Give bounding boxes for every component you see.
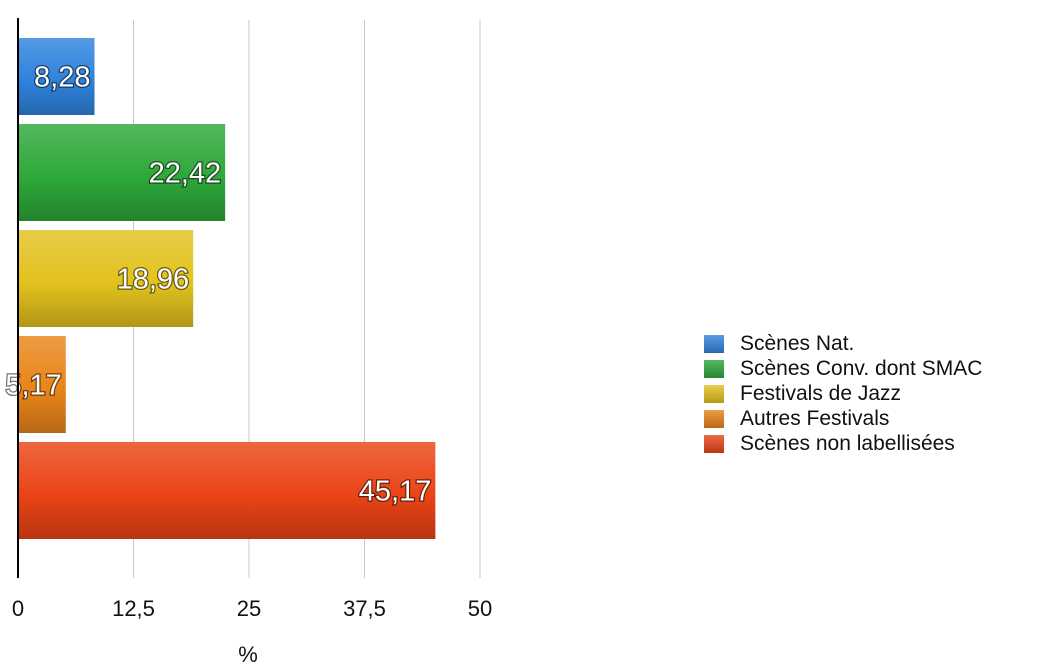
bar-value-label: 22,42: [149, 158, 222, 190]
bar-value-label: 5,17: [5, 370, 61, 402]
legend-item: Autres Festivals: [704, 406, 982, 431]
legend-item: Festivals de Jazz: [704, 381, 982, 406]
legend-label: Scènes Conv. dont SMAC: [740, 356, 983, 380]
bar-value-label: 18,96: [117, 264, 190, 296]
legend-item: Scènes Conv. dont SMAC: [704, 356, 982, 381]
legend-swatch: [704, 359, 724, 378]
legend-label: Autres Festivals: [740, 406, 890, 430]
x-axis-title: %: [238, 642, 258, 664]
legend-label: Scènes Nat.: [740, 331, 855, 355]
bars: [18, 38, 436, 539]
legend-swatch: [704, 409, 724, 428]
bar: [18, 336, 66, 433]
bar: [18, 38, 95, 115]
bar-value-label: 8,28: [34, 62, 90, 94]
x-tick-label: 37,5: [343, 596, 386, 621]
x-axis-ticks: 0 12,5 25 37,5 50: [12, 596, 492, 621]
x-tick-label: 0: [12, 596, 24, 621]
bar: [18, 230, 194, 327]
legend: Scènes Nat. Scènes Conv. dont SMAC Festiva…: [704, 331, 982, 456]
legend-swatch: [704, 434, 724, 453]
legend-label: Festivals de Jazz: [740, 381, 902, 405]
bar: [18, 124, 226, 221]
bar-value-label: 45,17: [359, 476, 432, 508]
legend-swatch: [704, 334, 724, 353]
value-labels: 8,28 22,42 18,96 5,17 45,17: [4, 60, 433, 509]
legend-swatch: [704, 384, 724, 403]
legend-label: Scènes non labellisées: [740, 431, 955, 455]
bar: [18, 442, 436, 539]
legend-item: Scènes non labellisées: [704, 431, 982, 456]
x-tick-label: 50: [468, 596, 492, 621]
x-tick-label: 25: [237, 596, 261, 621]
legend-item: Scènes Nat.: [704, 331, 982, 356]
x-tick-label: 12,5: [112, 596, 155, 621]
